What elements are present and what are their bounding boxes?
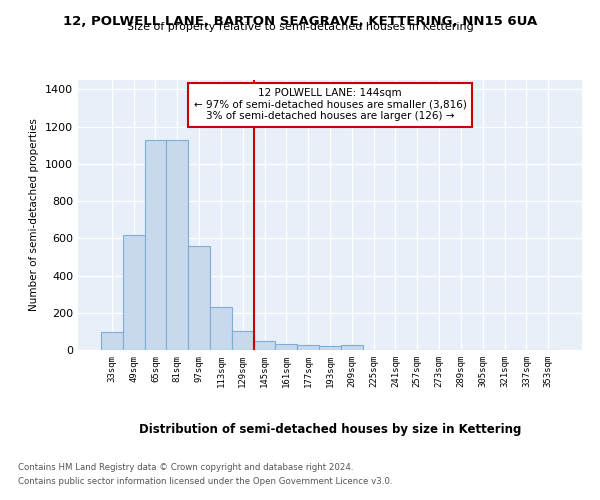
Text: Size of property relative to semi-detached houses in Kettering: Size of property relative to semi-detach…: [127, 22, 473, 32]
Bar: [145, 140, 166, 350]
Bar: [123, 236, 145, 350]
Bar: [188, 246, 210, 350]
Bar: [166, 140, 188, 350]
Bar: [101, 332, 123, 350]
Text: 12, POLWELL LANE, BARTON SEAGRAVE, KETTERING, NN15 6UA: 12, POLWELL LANE, BARTON SEAGRAVE, KETTE…: [63, 15, 537, 28]
Text: Contains HM Land Registry data © Crown copyright and database right 2024.: Contains HM Land Registry data © Crown c…: [18, 462, 353, 471]
Bar: [275, 344, 297, 350]
Text: Contains public sector information licensed under the Open Government Licence v3: Contains public sector information licen…: [18, 478, 392, 486]
Bar: [232, 332, 254, 350]
Bar: [319, 346, 341, 350]
Bar: [210, 307, 232, 350]
Bar: [254, 340, 275, 350]
Text: 12 POLWELL LANE: 144sqm
← 97% of semi-detached houses are smaller (3,816)
3% of : 12 POLWELL LANE: 144sqm ← 97% of semi-de…: [194, 88, 466, 122]
Bar: [297, 346, 319, 350]
Bar: [341, 346, 363, 350]
Text: Distribution of semi-detached houses by size in Kettering: Distribution of semi-detached houses by …: [139, 422, 521, 436]
Y-axis label: Number of semi-detached properties: Number of semi-detached properties: [29, 118, 40, 312]
